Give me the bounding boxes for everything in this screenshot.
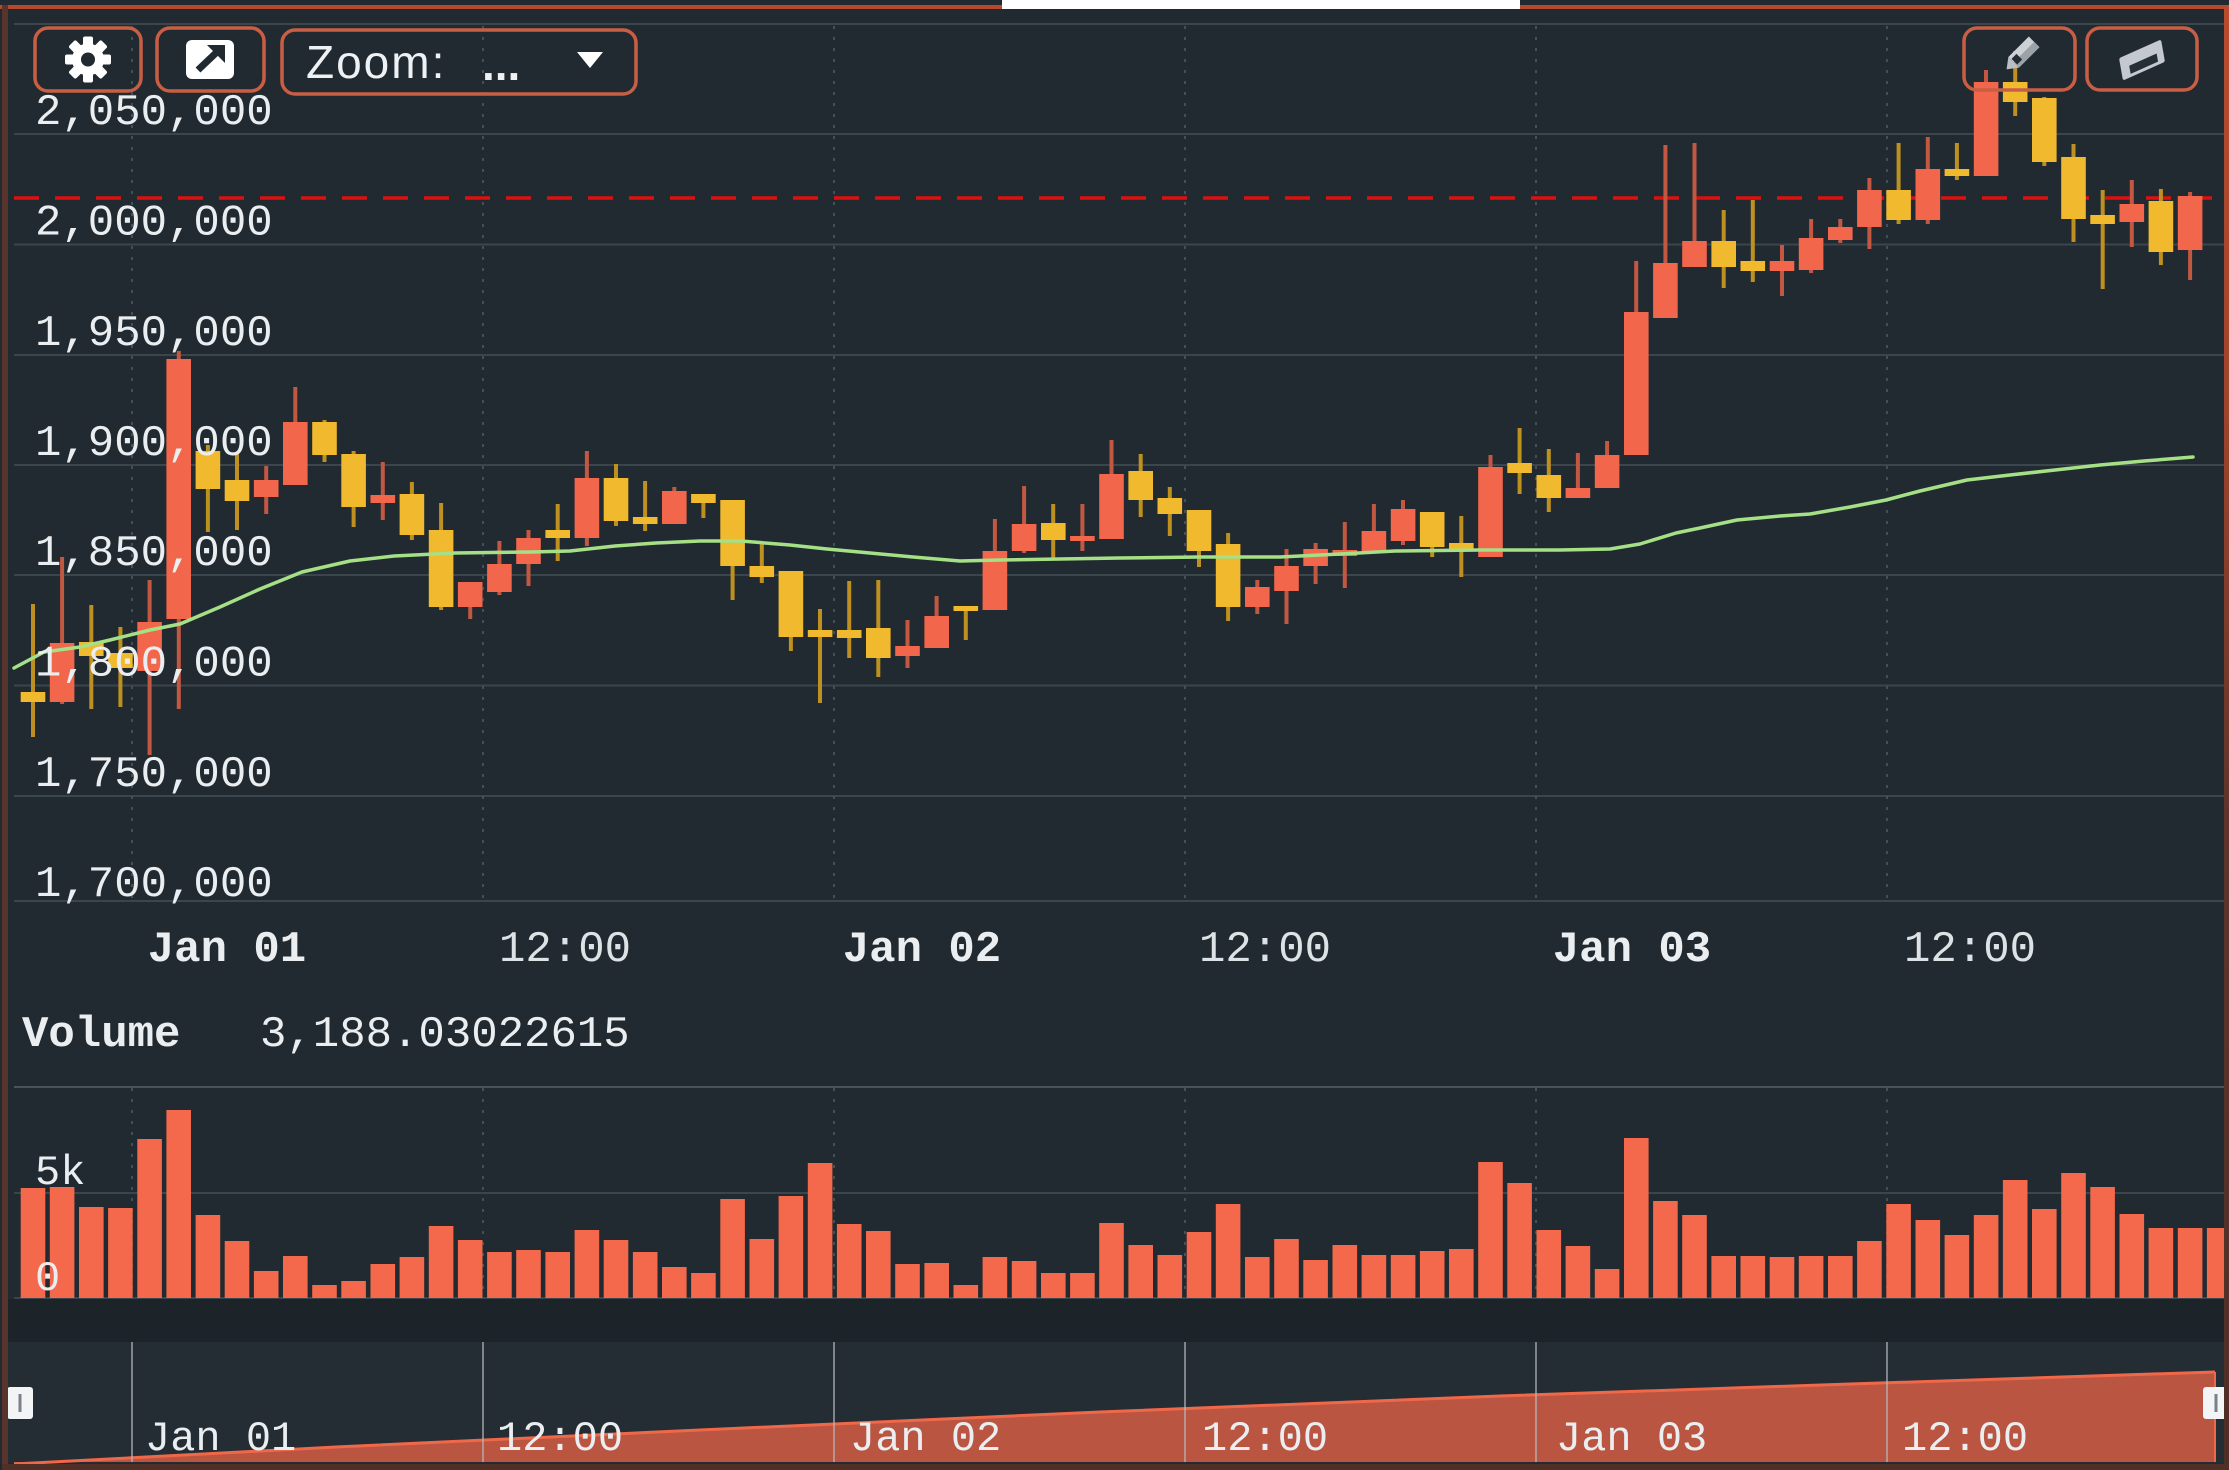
svg-text:Jan 02: Jan 02	[850, 1415, 1001, 1463]
svg-text:Jan 01: Jan 01	[145, 1415, 296, 1463]
svg-text:12:00: 12:00	[1902, 1415, 2028, 1463]
svg-text:1,850,000: 1,850,000	[35, 529, 273, 579]
svg-text:12:00: 12:00	[499, 925, 631, 975]
svg-text:2,050,000: 2,050,000	[35, 88, 273, 138]
svg-text:...: ...	[482, 38, 520, 90]
svg-text:1,800,000: 1,800,000	[35, 640, 273, 690]
svg-text:12:00: 12:00	[497, 1415, 623, 1463]
svg-text:Jan 03: Jan 03	[1556, 1415, 1707, 1463]
svg-text:2,000,000: 2,000,000	[35, 199, 273, 249]
svg-text:Jan 01: Jan 01	[148, 925, 306, 975]
svg-text:Jan 03: Jan 03	[1553, 925, 1711, 975]
svg-text:1,950,000: 1,950,000	[35, 309, 273, 359]
svg-text:12:00: 12:00	[1202, 1415, 1328, 1463]
svg-text:12:00: 12:00	[1199, 925, 1331, 975]
svg-text:3,188.03022615: 3,188.03022615	[260, 1010, 630, 1060]
svg-text:1,750,000: 1,750,000	[35, 750, 273, 800]
svg-text:12:00: 12:00	[1904, 925, 2036, 975]
svg-text:5k: 5k	[35, 1149, 85, 1197]
svg-text:1,900,000: 1,900,000	[35, 419, 273, 469]
svg-text:Volume: Volume	[22, 1010, 180, 1060]
svg-text:Jan 02: Jan 02	[843, 925, 1001, 975]
svg-text:1,700,000: 1,700,000	[35, 860, 273, 910]
svg-text:Zoom:: Zoom:	[306, 36, 446, 88]
svg-text:0: 0	[35, 1255, 60, 1303]
